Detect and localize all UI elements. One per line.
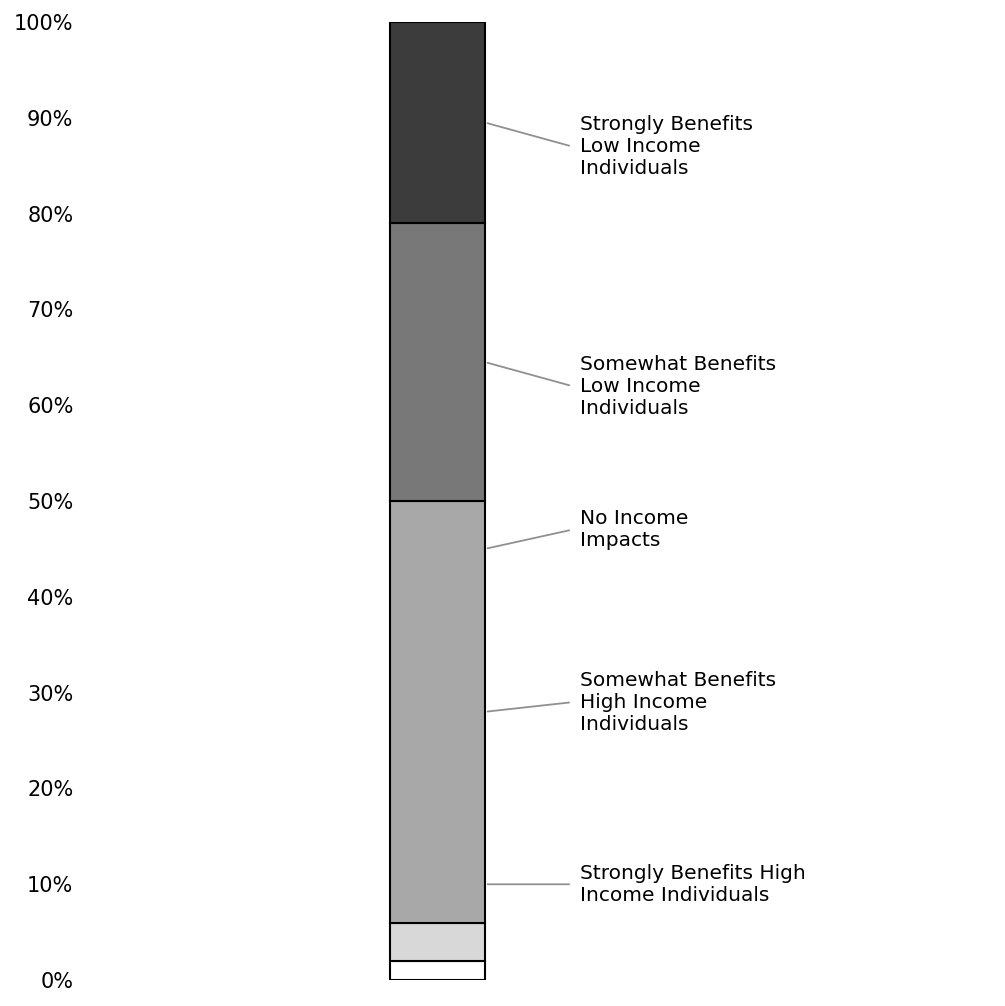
Text: Somewhat Benefits
High Income
Individuals: Somewhat Benefits High Income Individual… bbox=[580, 671, 776, 733]
Bar bbox=[390, 22, 484, 223]
Text: Somewhat Benefits
Low Income
Individuals: Somewhat Benefits Low Income Individuals bbox=[580, 354, 776, 417]
Text: Strongly Benefits High
Income Individuals: Strongly Benefits High Income Individual… bbox=[580, 864, 806, 904]
Bar bbox=[390, 223, 484, 501]
Bar bbox=[390, 923, 484, 961]
Text: No Income
Impacts: No Income Impacts bbox=[580, 509, 688, 550]
Bar bbox=[390, 961, 484, 980]
Bar bbox=[390, 501, 484, 923]
Text: Strongly Benefits
Low Income
Individuals: Strongly Benefits Low Income Individuals bbox=[580, 115, 753, 178]
